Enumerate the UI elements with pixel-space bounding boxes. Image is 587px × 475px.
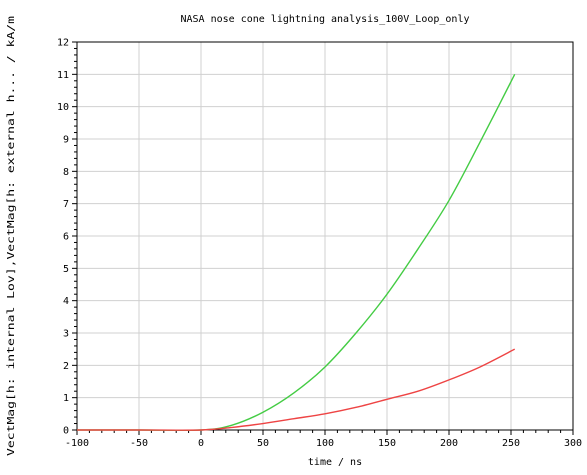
- tick-labels: -100 -50 0 50 100 150 200 250 300012345678910111…: [57, 38, 582, 450]
- y-tick-label: 8: [63, 167, 69, 178]
- x-tick-label: 250: [502, 438, 520, 449]
- series-lines: [77, 74, 516, 432]
- y-tick-label: 2: [63, 361, 69, 372]
- x-tick-label: -100: [65, 438, 89, 449]
- y-tick-label: 11: [57, 70, 69, 81]
- y-tick-label: 1: [63, 393, 69, 404]
- x-tick-label: 100: [316, 438, 334, 449]
- y-tick-label: 9: [63, 135, 69, 146]
- chart-title: NASA nose cone lightning analysis_100V_L…: [181, 14, 470, 25]
- x-tick-label: -50: [130, 438, 148, 449]
- series-line-2: [77, 348, 516, 431]
- y-tick-label: 5: [63, 264, 69, 275]
- y-tick-label: 12: [57, 38, 69, 49]
- axis-ticks: [72, 41, 574, 435]
- x-tick-label: 50: [257, 438, 269, 449]
- x-axis-label: time / ns: [308, 457, 362, 468]
- y-tick-label: 4: [63, 296, 69, 307]
- x-tick-label: 300: [564, 438, 582, 449]
- y-axis-label: VectMag[h: internal Lov],VectMag[h: exte…: [6, 16, 17, 456]
- grid: [76, 41, 574, 431]
- y-tick-label: 10: [57, 102, 69, 113]
- y-tick-label: 3: [63, 329, 69, 340]
- y-tick-label: 6: [63, 232, 69, 243]
- x-tick-label: 0: [198, 438, 204, 449]
- y-tick-label: 7: [63, 199, 69, 210]
- x-tick-label: 150: [378, 438, 396, 449]
- y-tick-label: 0: [63, 426, 69, 437]
- x-tick-label: 200: [440, 438, 458, 449]
